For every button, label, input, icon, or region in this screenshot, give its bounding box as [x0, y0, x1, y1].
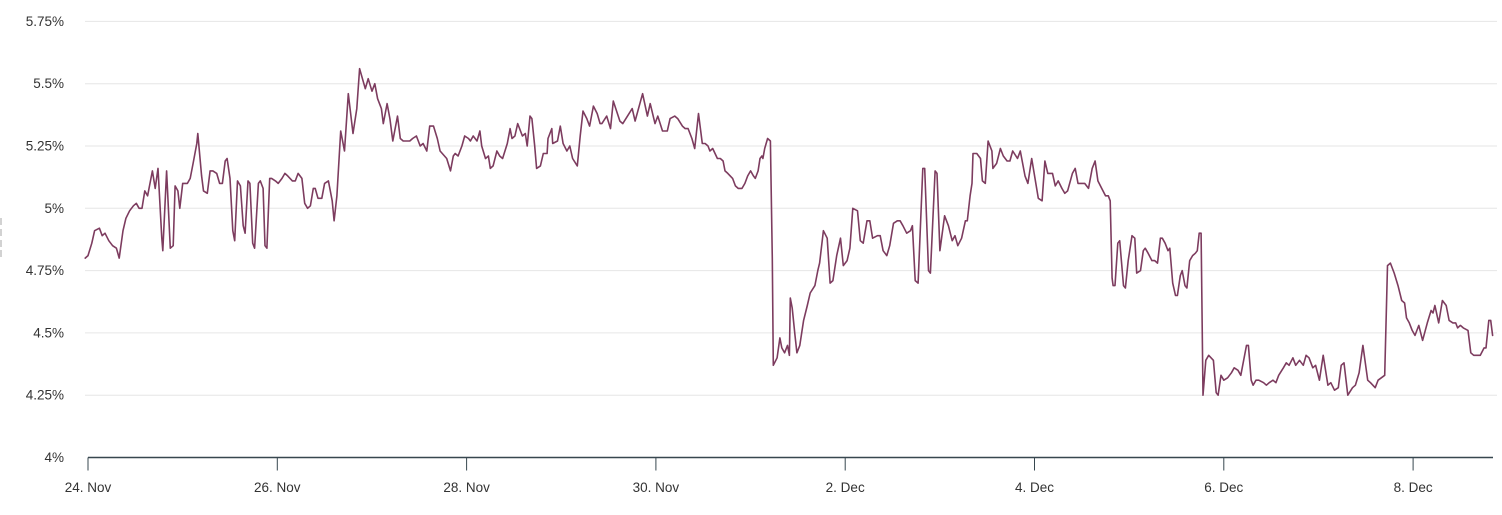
y-axis-label: 5.25% — [26, 139, 64, 154]
series-line[interactable] — [84, 67, 1494, 397]
x-axis-label: 8. Dec — [1394, 480, 1433, 495]
x-axis-label: 4. Dec — [1015, 480, 1054, 495]
y-axis-label: 5.5% — [33, 76, 64, 91]
y-axis-label: 5% — [44, 201, 64, 216]
y-axis-label: 4% — [44, 450, 64, 465]
x-axis-label: 30. Nov — [633, 480, 680, 495]
y-axis-label: 5.75% — [26, 14, 64, 29]
x-axis-label: 24. Nov — [65, 480, 112, 495]
y-axis-label: 4.5% — [33, 325, 64, 340]
x-axis-label: 6. Dec — [1204, 480, 1243, 495]
x-axis-label: 28. Nov — [443, 480, 490, 495]
x-axis-label: 2. Dec — [826, 480, 865, 495]
y-axis-label: 4.75% — [26, 263, 64, 278]
x-axis-label: 26. Nov — [254, 480, 301, 495]
y-axis-label: 4.25% — [26, 388, 64, 403]
